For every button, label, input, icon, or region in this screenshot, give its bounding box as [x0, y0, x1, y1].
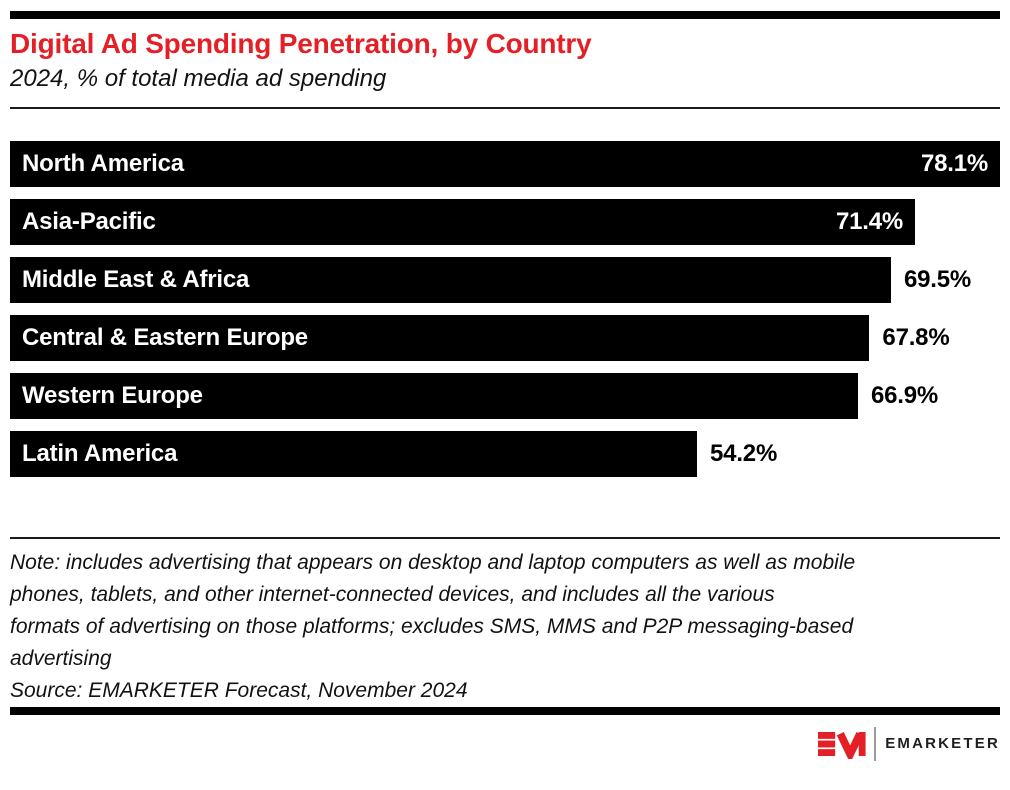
bottom-rule: [10, 706, 1000, 715]
bar-category-label: North America: [22, 149, 184, 177]
source-line: Source: EMARKETER Forecast, November 202…: [10, 678, 468, 702]
bar-row: Central & Eastern Europe 67.8%: [10, 314, 1000, 361]
chart-subtitle: 2024, % of total media ad spending: [10, 65, 387, 93]
bar: Middle East & Africa: [10, 256, 891, 303]
bar: Latin America: [10, 430, 698, 477]
header-divider: [10, 106, 1000, 109]
bar: Central & Eastern Europe: [10, 314, 870, 361]
bar-row: North America 78.1%: [10, 140, 1000, 187]
bar: North America 78.1%: [10, 140, 1000, 187]
note-block: Note: includes advertising that appears …: [10, 547, 1000, 707]
bar-value-label: 71.4%: [836, 207, 904, 235]
emarketer-logo-icon: [818, 729, 866, 759]
brand-wordmark: EMARKETER: [885, 735, 1000, 753]
bar-category-label: Western Europe: [22, 381, 203, 409]
bar-category-label: Central & Eastern Europe: [22, 323, 308, 351]
bar-value-label: 78.1%: [920, 149, 988, 177]
bar: Asia-Pacific 71.4%: [10, 198, 916, 245]
note-line: advertising: [10, 646, 112, 670]
brand-footer: EMARKETER: [10, 726, 1000, 761]
logo-divider: [874, 726, 877, 761]
bar-value-label: 69.5%: [903, 265, 972, 293]
note-divider: [10, 536, 1000, 539]
bar-category-label: Asia-Pacific: [22, 207, 156, 235]
top-rule: [10, 11, 1000, 19]
bar-chart: North America 78.1% Asia-Pacific 71.4% Middl…: [10, 140, 1000, 477]
chart-title: Digital Ad Spending Penetration, by Coun…: [10, 28, 592, 59]
note-line: phones, tablets, and other internet-conn…: [10, 582, 775, 606]
note-line: Note: includes advertising that appears …: [10, 550, 856, 574]
bar-category-label: Latin America: [22, 439, 178, 467]
bar-value-label: 67.8%: [882, 323, 950, 351]
note-line: formats of advertising on those platform…: [10, 614, 854, 638]
bar-value-label: 66.9%: [871, 381, 939, 409]
bar: Western Europe: [10, 372, 859, 419]
bar-category-label: Middle East & Africa: [22, 265, 250, 293]
page: Digital Ad Spending Penetration, by Coun…: [10, 11, 1000, 761]
bar-value-label: 54.2%: [710, 439, 778, 467]
bar-row: Asia-Pacific 71.4%: [10, 198, 1000, 245]
bar-row: Middle East & Africa 69.5%: [10, 256, 1000, 303]
bar-row: Latin America 54.2%: [10, 430, 1000, 477]
bar-row: Western Europe 66.9%: [10, 372, 1000, 419]
